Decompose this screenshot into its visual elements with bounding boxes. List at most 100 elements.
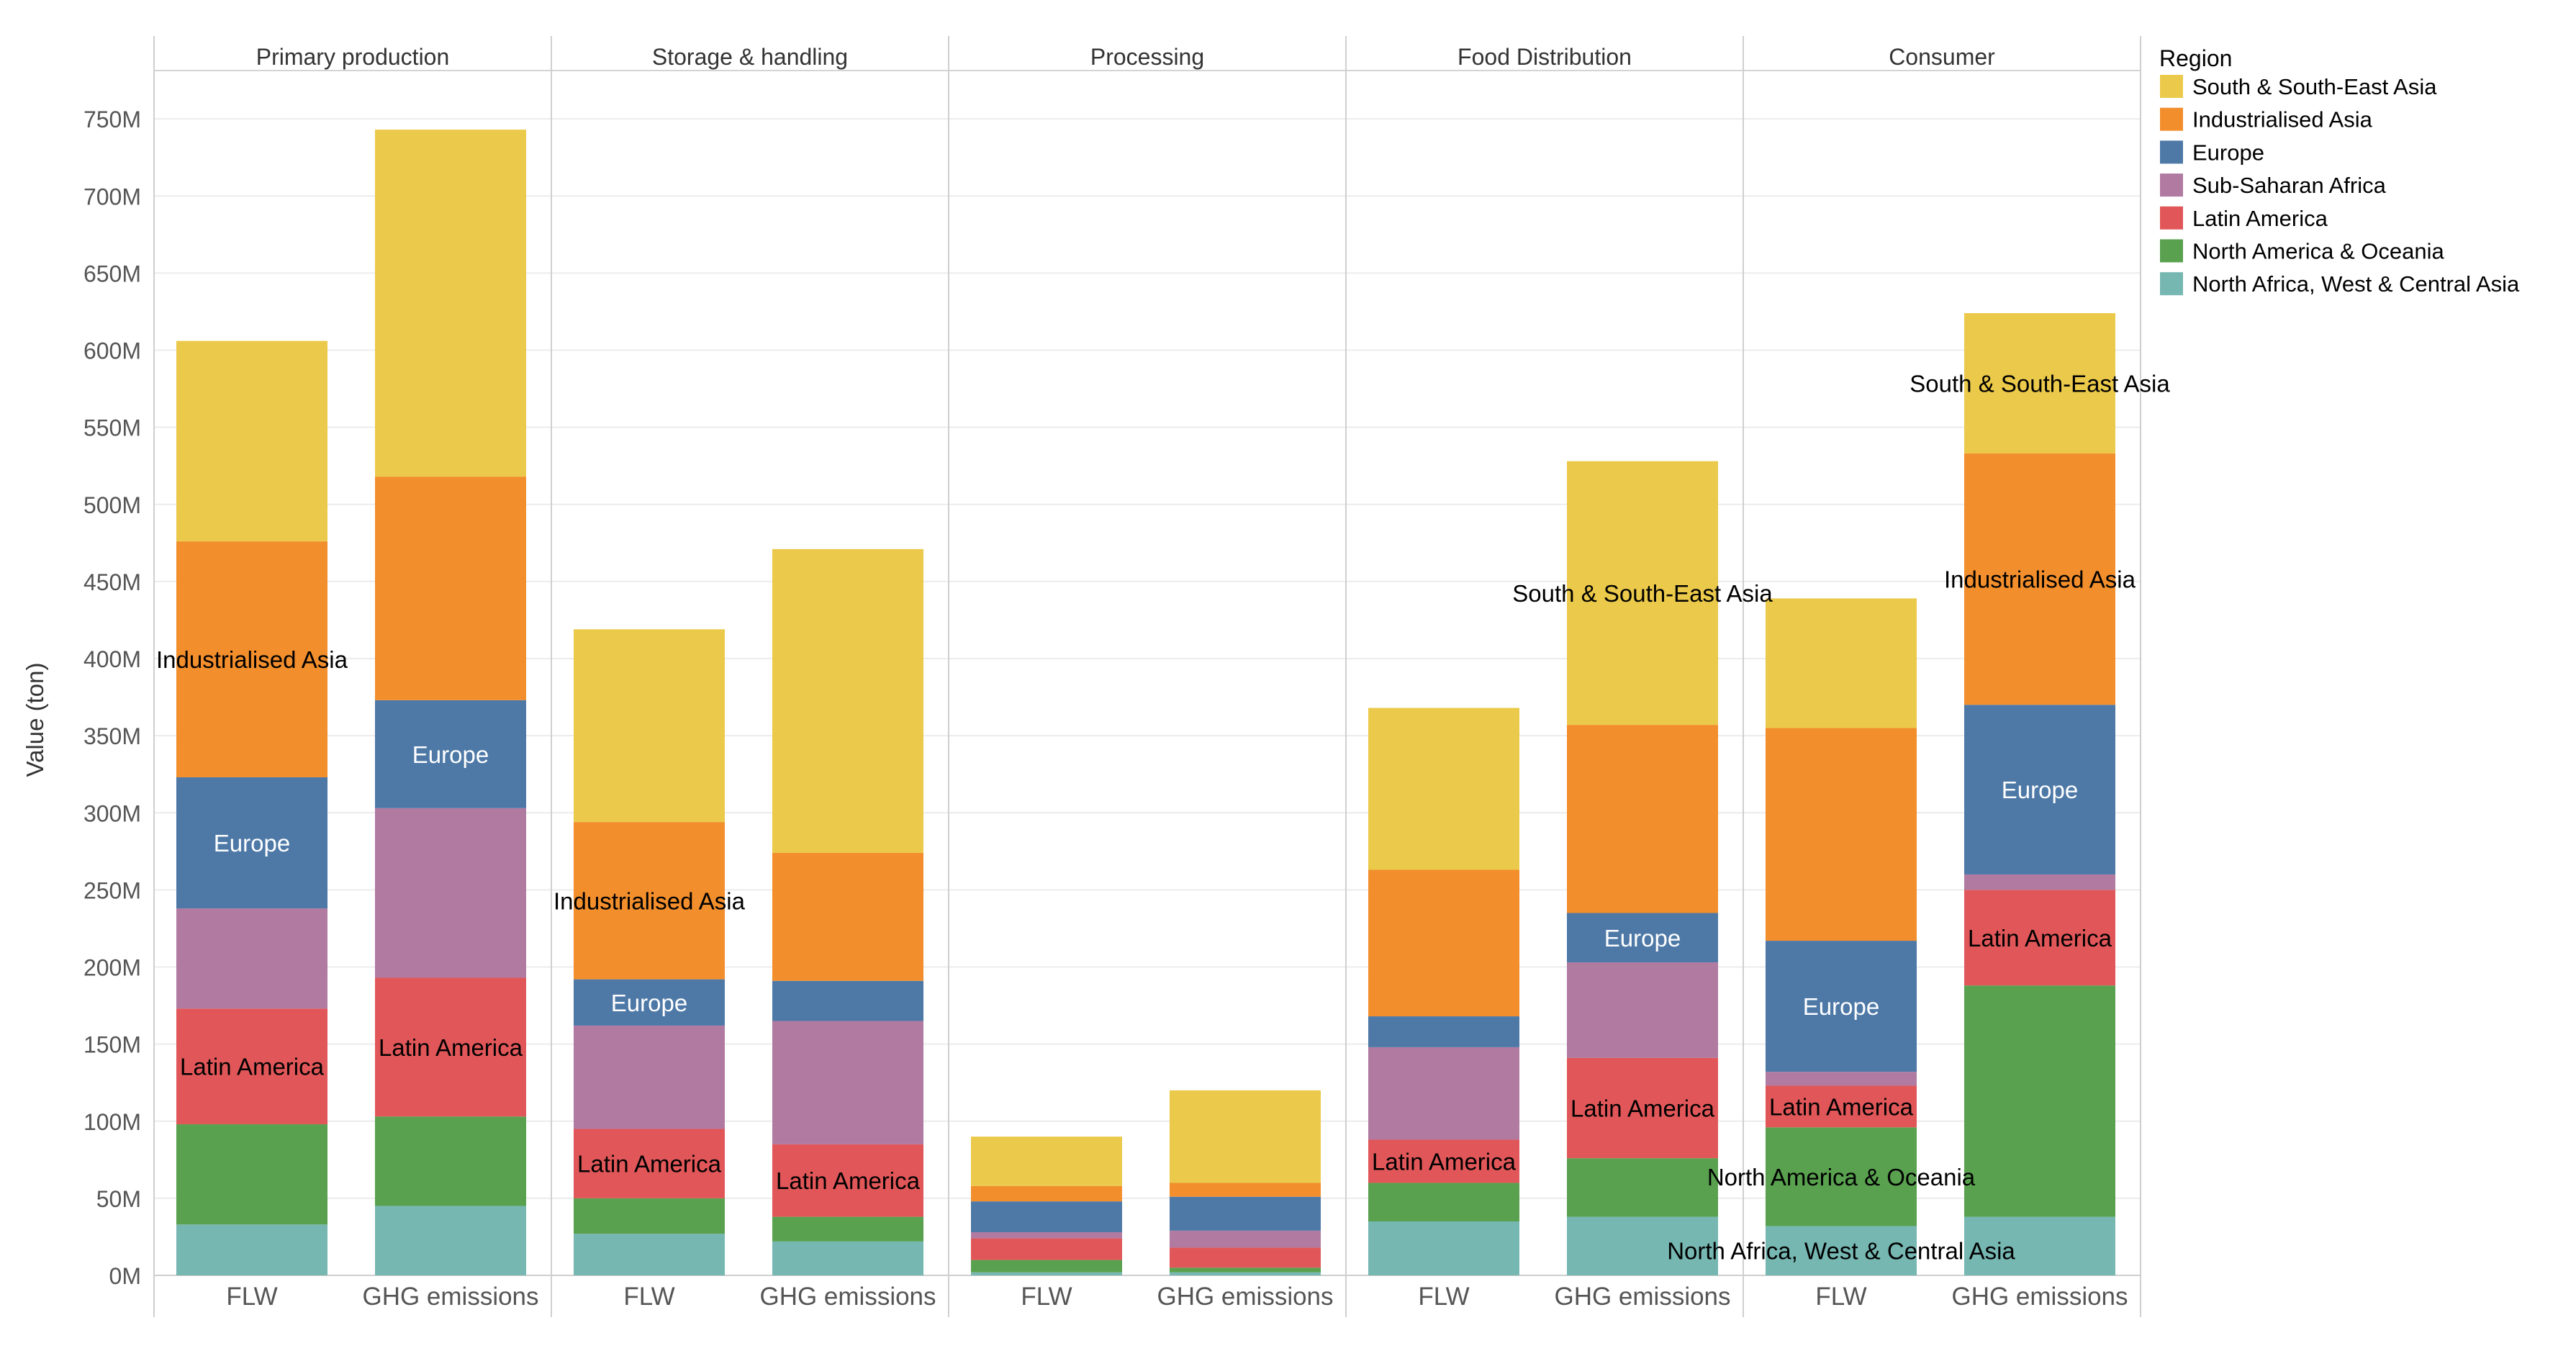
x-tick-label: GHG emissions	[1951, 1283, 2128, 1311]
bar-segment-food-distribution-flw-europe	[1368, 1016, 1519, 1047]
bar-segment-processing-ghg-emissions-north-africa-west-and-central-asia	[1170, 1272, 1321, 1275]
legend-label-sub-saharan-africa: Sub-Saharan Africa	[2192, 173, 2387, 198]
legend-title: Region	[2159, 45, 2232, 71]
bar-segment-primary-production-flw-industrialised-asia	[176, 541, 327, 777]
bar-segment-processing-ghg-emissions-north-america-and-oceania	[1170, 1267, 1321, 1273]
bar-segment-storage-and-handling-flw-north-america-and-oceania	[574, 1198, 725, 1234]
legend-items: South & South-East Asia Industrialised As…	[2160, 74, 2520, 297]
x-tick-label: FLW	[623, 1283, 674, 1311]
legend-label-europe: Europe	[2192, 140, 2264, 165]
bar-segment-food-distribution-ghg-emissions-north-africa-west-and-central-asia	[1567, 1216, 1718, 1275]
bar-label-latin-america: Latin America	[1968, 925, 2112, 952]
bar-label-north-america-and-oceania: North America & Oceania	[1707, 1164, 1976, 1190]
y-axis-title: Value (ton)	[22, 663, 48, 777]
bar-segment-consumer-ghg-emissions-sub-saharan-africa	[1964, 874, 2115, 890]
bar-segment-primary-production-ghg-emissions-north-america-and-oceania	[375, 1116, 526, 1206]
bar-segment-food-distribution-flw-industrialised-asia	[1368, 869, 1519, 1017]
y-tick-label: 250M	[83, 877, 141, 903]
bar-segment-primary-production-ghg-emissions-north-africa-west-and-central-asia	[375, 1206, 526, 1275]
bar-segment-storage-and-handling-flw-industrialised-asia	[574, 822, 725, 980]
legend-swatch-north-africa-west-and-central-asia	[2160, 272, 2183, 296]
legend-label-industrialised-asia: Industrialised Asia	[2192, 107, 2373, 132]
panel-frames	[153, 36, 2141, 1317]
x-tick-label: FLW	[1815, 1283, 1866, 1311]
bar-segment-food-distribution-flw-south-and-south-east-asia	[1368, 708, 1519, 870]
bar-segment-storage-and-handling-ghg-emissions-industrialised-asia	[772, 852, 923, 981]
legend-swatch-sub-saharan-africa	[2160, 173, 2183, 197]
x-tick-label: FLW	[1418, 1283, 1469, 1311]
bar-segment-consumer-ghg-emissions-industrialised-asia	[1964, 453, 2115, 705]
panel-header-storage-and-handling: Storage & handling	[652, 44, 848, 70]
y-tick-label: 200M	[83, 955, 141, 981]
x-tick-label: FLW	[226, 1283, 277, 1311]
y-tick-label: 150M	[83, 1032, 141, 1058]
bar-segment-storage-and-handling-flw-south-and-south-east-asia	[574, 629, 725, 823]
legend-label-north-america-and-oceania: North America & Oceania	[2192, 239, 2445, 264]
bar-segment-consumer-flw-latin-america	[1766, 1085, 1917, 1128]
bar-segment-processing-ghg-emissions-sub-saharan-africa	[1170, 1230, 1321, 1248]
y-tick-label: 750M	[83, 107, 141, 132]
bar-label-europe: Europe	[412, 741, 489, 768]
bar-segment-processing-ghg-emissions-industrialised-asia	[1170, 1183, 1321, 1197]
bar-label-south-and-south-east-asia: South & South-East Asia	[1910, 371, 2170, 397]
legend-swatch-north-america-and-oceania	[2160, 239, 2183, 263]
bar-segment-primary-production-ghg-emissions-latin-america	[375, 977, 526, 1117]
bar-segment-consumer-flw-south-and-south-east-asia	[1766, 598, 1917, 728]
bar-segment-food-distribution-flw-latin-america	[1368, 1139, 1519, 1183]
x-tick-label: GHG emissions	[1554, 1283, 1730, 1311]
bar-segment-processing-flw-latin-america	[971, 1238, 1122, 1260]
bar-segment-storage-and-handling-flw-sub-saharan-africa	[574, 1025, 725, 1129]
bar-segment-processing-flw-europe	[971, 1201, 1122, 1233]
bar-label-europe: Europe	[2002, 777, 2078, 803]
bar-segment-processing-flw-north-africa-west-and-central-asia	[971, 1272, 1122, 1275]
bar-segment-primary-production-flw-latin-america	[176, 1008, 327, 1125]
y-tick-label: 650M	[83, 261, 141, 286]
bar-segment-primary-production-ghg-emissions-europe	[375, 700, 526, 808]
bar-segment-processing-flw-sub-saharan-africa	[971, 1232, 1122, 1239]
bar-segment-processing-ghg-emissions-europe	[1170, 1196, 1321, 1231]
bar-segment-food-distribution-flw-north-africa-west-and-central-asia	[1368, 1221, 1519, 1275]
legend-swatch-europe	[2160, 140, 2183, 164]
bar-segment-food-distribution-ghg-emissions-latin-america	[1567, 1057, 1718, 1159]
bar-segment-primary-production-flw-north-america-and-oceania	[176, 1124, 327, 1225]
bar-segment-storage-and-handling-flw-europe	[574, 979, 725, 1026]
x-tick-label: GHG emissions	[362, 1283, 538, 1311]
legend-swatch-south-and-south-east-asia	[2160, 75, 2183, 98]
bar-segment-consumer-flw-north-america-and-oceania	[1766, 1127, 1917, 1226]
bar-label-latin-america: Latin America	[379, 1034, 523, 1061]
bar-segment-consumer-ghg-emissions-north-america-and-oceania	[1964, 985, 2115, 1217]
panel-header-processing: Processing	[1090, 44, 1204, 70]
y-tick-label: 550M	[83, 415, 141, 441]
bar-segment-consumer-ghg-emissions-north-africa-west-and-central-asia	[1964, 1216, 2115, 1275]
y-tick-label: 500M	[83, 492, 141, 518]
legend-swatch-industrialised-asia	[2160, 107, 2183, 131]
bar-label-europe: Europe	[214, 830, 290, 856]
bar-segment-processing-flw-industrialised-asia	[971, 1185, 1122, 1202]
y-tick-label: 700M	[83, 184, 141, 209]
y-tick-label: 50M	[96, 1186, 141, 1212]
bar-segment-storage-and-handling-ghg-emissions-north-america-and-oceania	[772, 1216, 923, 1242]
legend: Region South & South-East Asia Industrial…	[2159, 45, 2520, 297]
bar-segment-consumer-ghg-emissions-latin-america	[1964, 890, 2115, 986]
panel-header-primary-production: Primary production	[256, 44, 450, 70]
bar-segment-food-distribution-ghg-emissions-europe	[1567, 913, 1718, 963]
bar-label-latin-america: Latin America	[776, 1167, 921, 1194]
bar-segment-storage-and-handling-flw-latin-america	[574, 1129, 725, 1198]
bar-segment-food-distribution-ghg-emissions-north-america-and-oceania	[1567, 1158, 1718, 1217]
bar-label-industrialised-asia: Industrialised Asia	[1944, 566, 2136, 593]
bar-segment-primary-production-flw-south-and-south-east-asia	[176, 340, 327, 542]
bar-segment-storage-and-handling-flw-north-africa-west-and-central-asia	[574, 1234, 725, 1275]
x-tick-label: FLW	[1021, 1283, 1072, 1311]
y-tick-label: 0M	[109, 1263, 141, 1289]
bar-segment-primary-production-ghg-emissions-industrialised-asia	[375, 476, 526, 700]
legend-label-north-africa-west-and-central-asia: North Africa, West & Central Asia	[2192, 271, 2520, 297]
bar-label-latin-america: Latin America	[577, 1151, 722, 1178]
bar-segment-consumer-flw-sub-saharan-africa	[1766, 1072, 1917, 1086]
bar-label-industrialised-asia: Industrialised Asia	[553, 887, 746, 914]
bar-label-industrialised-asia: Industrialised Asia	[156, 646, 348, 673]
bar-segment-primary-production-flw-europe	[176, 777, 327, 909]
bar-label-latin-america: Latin America	[180, 1054, 325, 1080]
bar-segment-food-distribution-ghg-emissions-south-and-south-east-asia	[1567, 461, 1718, 726]
panel-header-food-distribution: Food Distribution	[1458, 44, 1632, 70]
